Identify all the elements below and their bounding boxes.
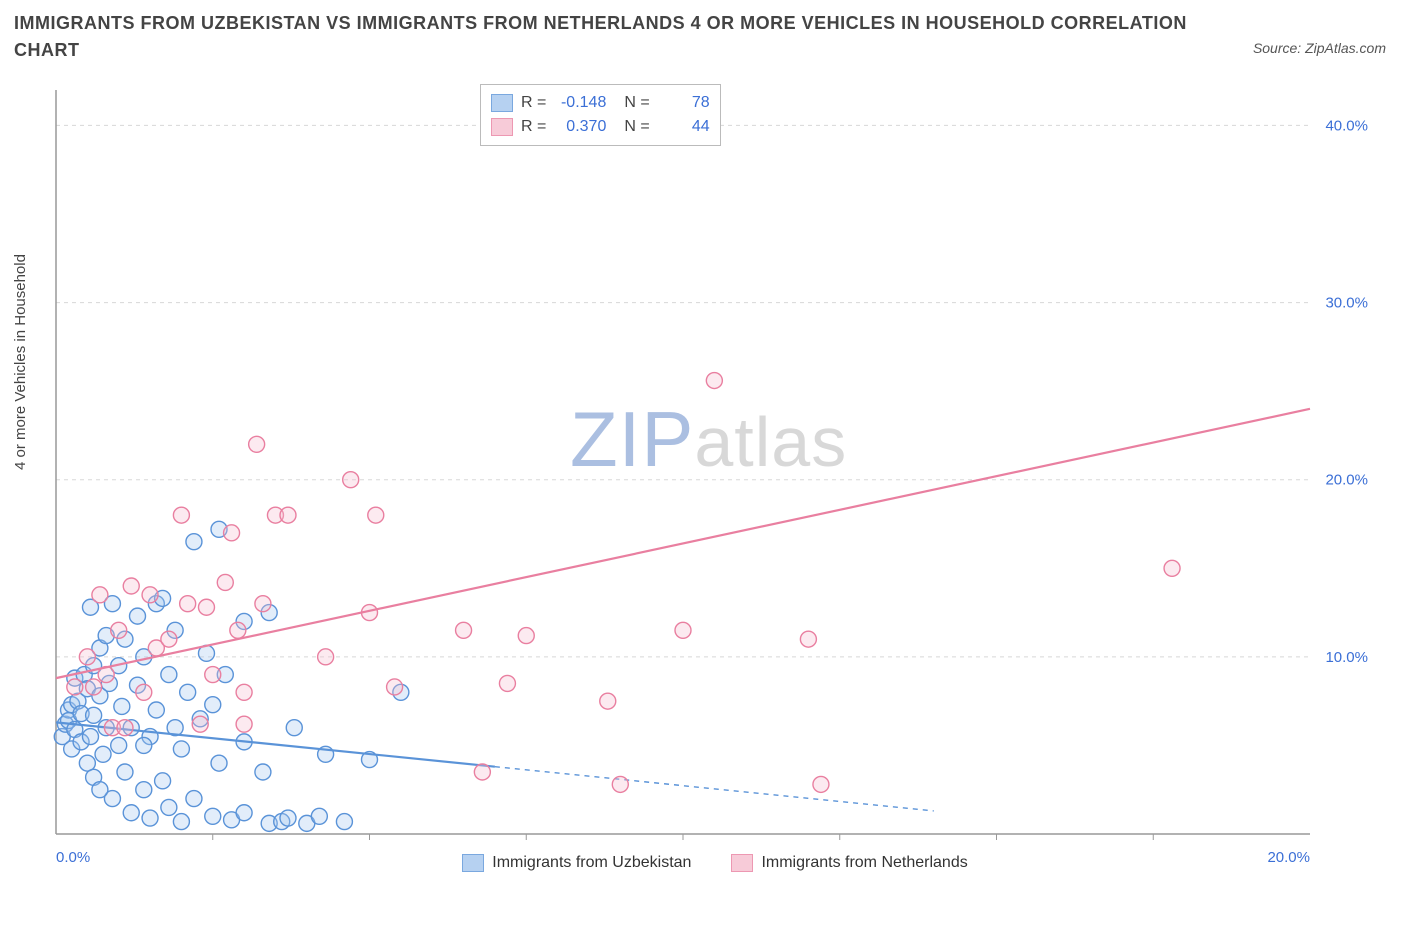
- y-axis-label: 4 or more Vehicles in Household: [12, 254, 29, 470]
- source-label: Source: ZipAtlas.com: [1253, 40, 1386, 56]
- scatter-chart: 10.0%20.0%30.0%40.0%0.0%20.0%: [50, 84, 1380, 874]
- stats-row-uzbekistan: R = -0.148 N = 78: [491, 91, 710, 115]
- r-value: 0.370: [554, 115, 606, 139]
- n-label: N =: [624, 115, 649, 139]
- swatch-uzbekistan: [491, 94, 513, 112]
- svg-text:10.0%: 10.0%: [1325, 649, 1368, 666]
- n-value: 78: [658, 91, 710, 115]
- legend-swatch-netherlands: [731, 854, 753, 872]
- svg-text:30.0%: 30.0%: [1325, 295, 1368, 312]
- chart-area: 10.0%20.0%30.0%40.0%0.0%20.0% ZIPatlas R…: [50, 84, 1380, 874]
- n-value: 44: [658, 115, 710, 139]
- svg-text:20.0%: 20.0%: [1325, 472, 1368, 489]
- chart-title: IMMIGRANTS FROM UZBEKISTAN VS IMMIGRANTS…: [14, 10, 1246, 64]
- legend-label: Immigrants from Uzbekistan: [492, 854, 691, 872]
- legend-item-uzbekistan: Immigrants from Uzbekistan: [462, 854, 691, 872]
- svg-text:40.0%: 40.0%: [1325, 117, 1368, 134]
- stats-legend-box: R = -0.148 N = 78 R = 0.370 N = 44: [480, 84, 721, 146]
- legend-swatch-uzbekistan: [462, 854, 484, 872]
- r-value: -0.148: [554, 91, 606, 115]
- legend-label: Immigrants from Netherlands: [761, 854, 967, 872]
- r-label: R =: [521, 115, 546, 139]
- n-label: N =: [624, 91, 649, 115]
- stats-row-netherlands: R = 0.370 N = 44: [491, 115, 710, 139]
- legend-item-netherlands: Immigrants from Netherlands: [731, 854, 967, 872]
- r-label: R =: [521, 91, 546, 115]
- bottom-legend: Immigrants from Uzbekistan Immigrants fro…: [50, 854, 1380, 872]
- swatch-netherlands: [491, 118, 513, 136]
